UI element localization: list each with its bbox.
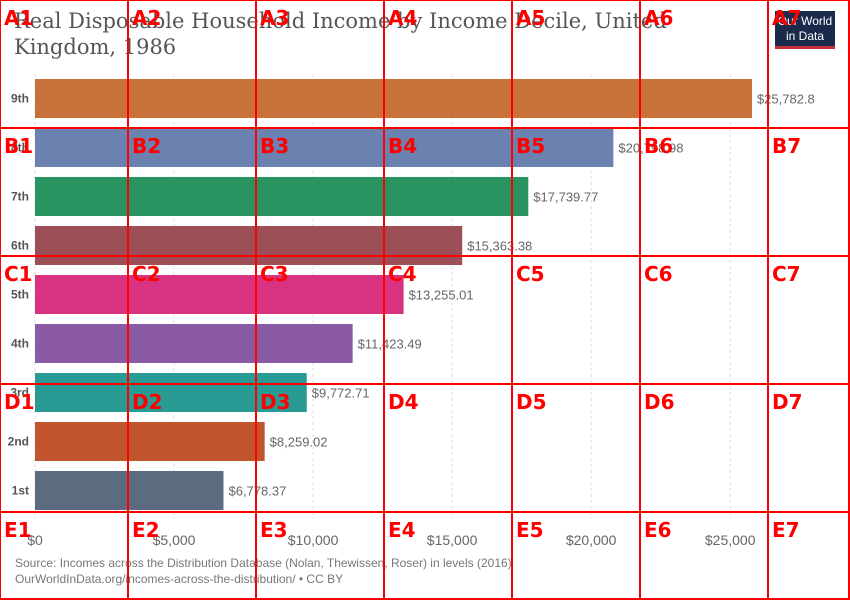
grid-cell-label: C5	[516, 262, 545, 286]
value-label: $9,772.71	[312, 386, 370, 401]
grid-cell-label: B2	[132, 134, 162, 158]
grid-cell-label: C4	[388, 262, 417, 286]
bar	[35, 226, 463, 265]
logo-line-1: Our World	[777, 14, 833, 28]
source-note: Source: Incomes across the Distribution …	[15, 555, 715, 587]
value-label: $25,782.8	[757, 92, 815, 107]
grid-cell-label: E2	[132, 518, 160, 542]
x-tick-label: $0	[27, 532, 43, 548]
x-tick-label: $25,000	[705, 532, 756, 548]
grid-cell-label: A7	[772, 6, 802, 30]
x-tick-label: $15,000	[427, 532, 478, 548]
grid-cell-label: B4	[388, 134, 418, 158]
bar	[35, 177, 529, 216]
category-label: 4th	[11, 337, 29, 351]
value-label: $17,739.77	[533, 190, 598, 205]
grid-cell-label: A2	[132, 6, 162, 30]
grid-cell-label: A3	[260, 6, 290, 30]
grid-cell-label: C2	[132, 262, 161, 286]
grid-cell-label: C3	[260, 262, 289, 286]
grid-cell-label: B6	[644, 134, 674, 158]
grid-cell-label: C6	[644, 262, 673, 286]
bar	[35, 373, 307, 412]
value-label: $6,778.37	[228, 484, 286, 499]
grid-cell-label: E7	[772, 518, 800, 542]
category-label: 3rd	[10, 386, 29, 400]
owid-logo[interactable]: Our World in Data	[775, 11, 835, 49]
grid-cell-label: E6	[644, 518, 672, 542]
grid-cell-label: D1	[4, 390, 35, 414]
bar	[35, 422, 265, 461]
grid-cell-label: E3	[260, 518, 288, 542]
source-line-2: OurWorldInData.org/incomes-across-the-di…	[15, 572, 344, 586]
category-label: 2nd	[8, 435, 29, 449]
grid-cell-label: A4	[388, 6, 418, 30]
grid-cell-label: E4	[388, 518, 416, 542]
value-label: $8,259.02	[270, 435, 328, 450]
grid-cell-label: D7	[772, 390, 803, 414]
grid-cell-label: D4	[388, 390, 419, 414]
value-label: $20,798.98	[618, 141, 683, 156]
grid-cell-label: B3	[260, 134, 290, 158]
grid-cell-label: D2	[132, 390, 163, 414]
category-label: 1st	[12, 484, 29, 498]
grid-cell-label: A6	[644, 6, 674, 30]
grid-cell-label: B5	[516, 134, 546, 158]
category-label: 5th	[11, 288, 29, 302]
bar	[35, 324, 353, 363]
category-label: 8th	[11, 141, 29, 155]
value-label: $15,363.38	[467, 239, 532, 254]
grid-cell-label: D6	[644, 390, 675, 414]
x-tick-label: $20,000	[566, 532, 617, 548]
bar	[35, 275, 404, 314]
grid-cell-label: D3	[260, 390, 291, 414]
grid-cell-label: B1	[4, 134, 34, 158]
category-label: 6th	[11, 239, 29, 253]
grid-cell-label: C1	[4, 262, 33, 286]
grid-cell-label: E1	[4, 518, 32, 542]
x-tick-label: $5,000	[153, 532, 196, 548]
grid-cell-label: C7	[772, 262, 801, 286]
grid-cell-label: D5	[516, 390, 547, 414]
source-line-1: Source: Incomes across the Distribution …	[15, 556, 512, 570]
grid-cell-label: A1	[4, 6, 34, 30]
category-label: 9th	[11, 92, 29, 106]
logo-line-2: in Data	[785, 29, 825, 43]
bar	[35, 471, 224, 510]
value-label: $13,255.01	[409, 288, 474, 303]
value-label: $11,423.49	[358, 337, 422, 352]
grid-cell-label: E5	[516, 518, 544, 542]
chart-title: Real Disposable Household Income by Inco…	[14, 9, 667, 59]
category-label: 7th	[11, 190, 29, 204]
bar	[35, 79, 752, 118]
grid-cell-label: B7	[772, 134, 802, 158]
x-tick-label: $10,000	[288, 532, 339, 548]
grid-cell-label: A5	[516, 6, 546, 30]
bar	[35, 128, 614, 167]
